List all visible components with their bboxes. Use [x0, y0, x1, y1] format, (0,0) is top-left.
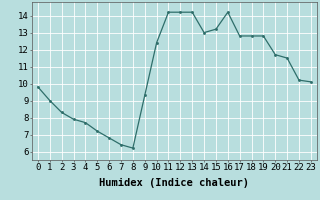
X-axis label: Humidex (Indice chaleur): Humidex (Indice chaleur)	[100, 178, 249, 188]
